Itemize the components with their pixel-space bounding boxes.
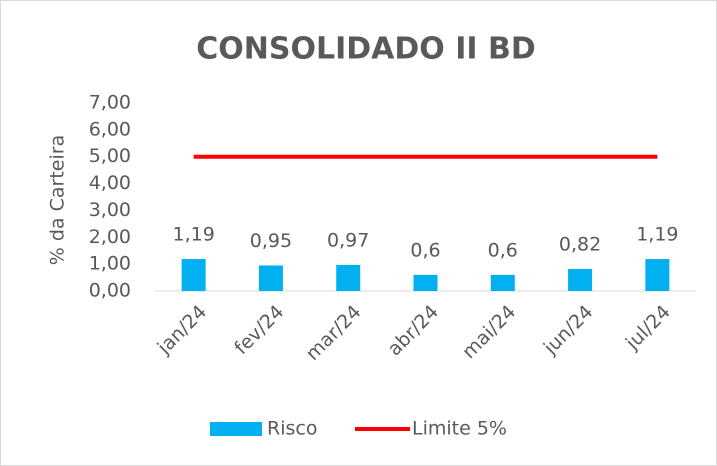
y-tick-label: 4,00 [89,172,131,194]
bar [413,274,438,291]
data-label: 0,6 [488,239,518,261]
data-label: 1,19 [172,224,214,246]
data-label: 0,6 [410,239,440,261]
bar [258,265,283,291]
y-axis-label: % da Carteira [47,135,69,265]
data-label: 0,97 [327,229,369,251]
data-label: 0,82 [559,233,601,255]
legend-swatch [210,422,262,436]
bar [336,264,361,291]
y-tick-label: 2,00 [89,226,131,248]
y-tick-label: 7,00 [89,92,131,114]
legend-label: Limite 5% [412,418,507,440]
data-label: 0,95 [250,230,292,252]
data-label: 1,19 [636,224,678,246]
y-tick-label: 5,00 [89,145,131,167]
y-tick-label: 6,00 [89,118,131,140]
y-tick-label: 1,00 [89,253,131,275]
legend-label: Risco [267,418,317,440]
bar [645,259,670,291]
y-tick-label: 3,00 [89,199,131,221]
chart-title: CONSOLIDADO II BD [196,32,536,67]
y-tick-label: 0,00 [89,280,131,302]
bar [181,259,206,291]
bar [490,274,515,291]
bar [568,268,593,291]
